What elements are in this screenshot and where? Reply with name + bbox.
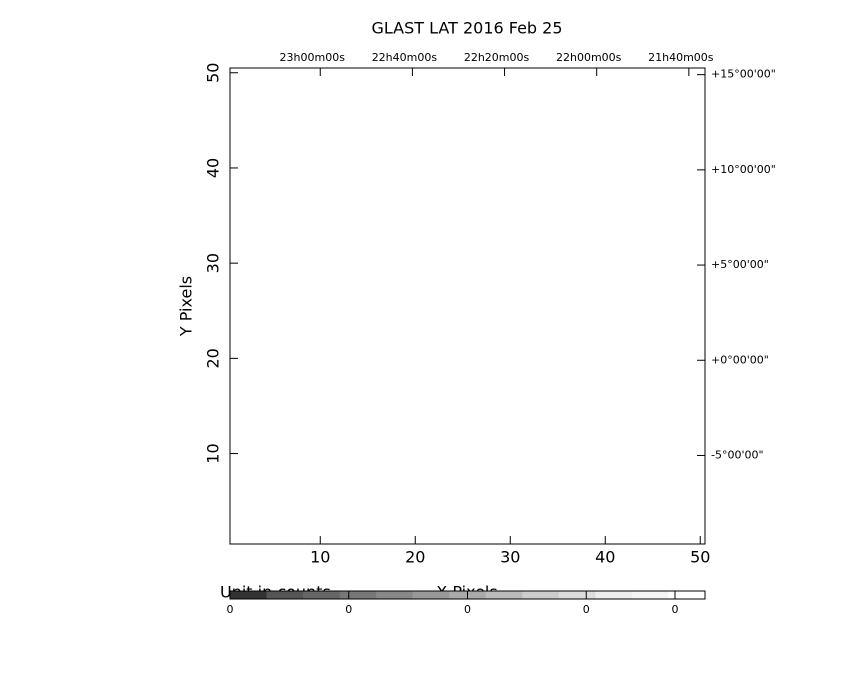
x-tick-label: 20 [405, 548, 425, 567]
colorbar-segment [266, 591, 304, 599]
y-tick-label: 30 [204, 253, 223, 273]
right-tick-label: -5°00'00" [711, 448, 764, 461]
colorbar-segment [522, 591, 560, 599]
top-tick-label: 23h00m00s [280, 51, 346, 64]
top-tick-label: 22h40m00s [372, 51, 438, 64]
y-tick-label: 50 [204, 63, 223, 83]
colorbar-segment [595, 591, 633, 599]
chart-title: GLAST LAT 2016 Feb 25 [371, 19, 562, 38]
right-tick-label: +15°00'00" [711, 68, 776, 81]
colorbar-segment [412, 591, 450, 599]
colorbar-segment [631, 591, 669, 599]
colorbar-segment [339, 591, 377, 599]
x-tick-label: 40 [595, 548, 615, 567]
colorbar-segment [558, 591, 596, 599]
y-tick-label: 20 [204, 348, 223, 368]
colorbar-segment [230, 591, 268, 599]
plot-frame [229, 67, 706, 545]
x-tick-label: 10 [310, 548, 330, 567]
right-tick-label: +10°00'00" [711, 163, 776, 176]
y-axis-label: Y Pixels [177, 276, 196, 337]
colorbar-tick-label: 0 [464, 603, 471, 616]
right-tick-label: +5°00'00" [711, 258, 769, 271]
top-tick-label: 22h00m00s [556, 51, 622, 64]
x-tick-label: 30 [500, 548, 520, 567]
colorbar-segment [668, 591, 706, 599]
top-tick-label: 21h40m00s [648, 51, 714, 64]
x-tick-label: 50 [690, 548, 710, 567]
colorbar-tick-label: 0 [345, 603, 352, 616]
colorbar-segment [485, 591, 523, 599]
y-tick-label: 40 [204, 158, 223, 178]
colorbar-tick-label: 0 [672, 603, 679, 616]
colorbar-segment [303, 591, 341, 599]
colorbar-segment [376, 591, 414, 599]
y-tick-label: 10 [204, 443, 223, 463]
colorbar-tick-label: 0 [583, 603, 590, 616]
colorbar-tick-label: 0 [227, 603, 234, 616]
right-tick-label: +0°00'00" [711, 353, 769, 366]
top-tick-label: 22h20m00s [464, 51, 530, 64]
